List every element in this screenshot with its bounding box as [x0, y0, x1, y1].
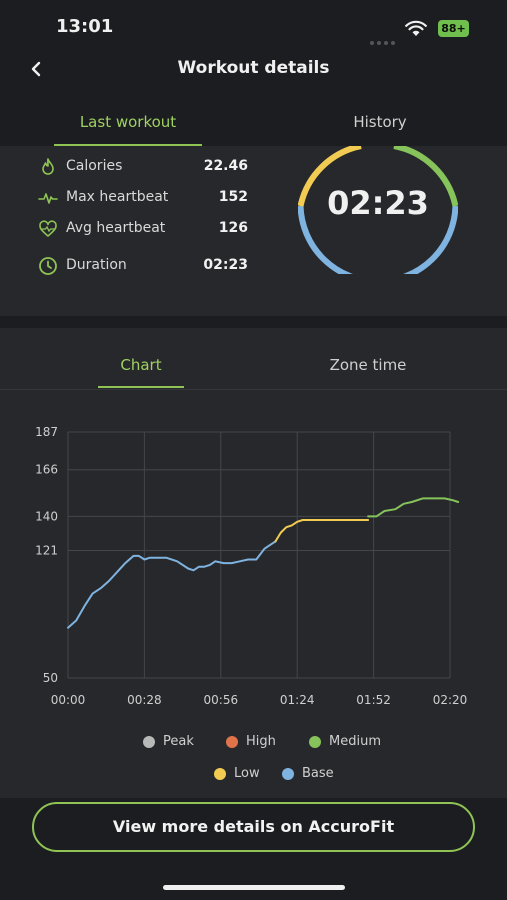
stat-value: 152 [218, 189, 248, 205]
legend-label: High [246, 734, 276, 749]
y-tick-label: 50 [43, 671, 58, 685]
stat-value: 126 [218, 220, 248, 236]
home-indicator[interactable] [163, 885, 345, 890]
chart-section: Chart Zone time 187 166 140 121 50 00:00 00:28… [0, 328, 507, 798]
back-button[interactable] [22, 54, 52, 84]
wifi-icon [405, 20, 427, 36]
y-tick-label: 166 [35, 463, 58, 477]
clock-icon [39, 257, 57, 275]
tab-zone-time[interactable]: Zone time [310, 342, 426, 388]
legend-dot [282, 768, 294, 780]
x-tick-label: 00:00 [51, 693, 86, 707]
series-line-medium [367, 497, 460, 518]
tab-label: Last workout [79, 113, 177, 131]
series-line-low [274, 519, 370, 543]
tab-label: History [353, 113, 407, 131]
tab-active-indicator [98, 386, 184, 388]
header: Workout details [0, 50, 507, 90]
stat-label: Avg heartbeat [66, 220, 166, 236]
page-title: Workout details [177, 58, 330, 78]
legend-label: Low [234, 766, 260, 781]
legend-label: Medium [329, 734, 381, 749]
heart-rate-chart: 187 166 140 121 50 00:00 00:28 00:56 01:24 01:52 0… [35, 425, 468, 707]
stat-calories: Calories 22.46 [38, 155, 248, 179]
legend-label: Base [302, 766, 334, 781]
chart-tabs: Chart Zone time [0, 342, 507, 390]
x-tick-label: 01:24 [280, 693, 315, 707]
stat-label: Calories [66, 158, 123, 174]
ring-duration: 02:23 [327, 184, 429, 222]
heart-pulse-icon [39, 220, 57, 237]
tab-last-workout[interactable]: Last workout [54, 100, 202, 146]
tab-history[interactable]: History [306, 100, 454, 146]
stat-label: Duration [66, 257, 127, 273]
flame-icon [42, 158, 54, 175]
zone-ring [298, 146, 458, 274]
status-bar: 13:01 88+ [0, 0, 507, 50]
legend-dot [226, 736, 238, 748]
x-tick-label: 02:20 [433, 693, 468, 707]
stat-avg-heartbeat: Avg heartbeat 126 [38, 217, 248, 241]
status-time: 13:01 [56, 16, 114, 37]
x-tick-label: 00:28 [127, 693, 162, 707]
stat-label: Max heartbeat [66, 189, 169, 205]
y-tick-label: 121 [35, 544, 58, 558]
view-more-details-button[interactable]: View more details on AccuroFit [32, 802, 475, 852]
tab-label: Chart [120, 356, 162, 374]
legend-dot [309, 736, 321, 748]
workout-summary: Calories 22.46 Max heartbeat 152 Avg hea… [0, 146, 507, 316]
stat-duration: Duration 02:23 [38, 254, 248, 278]
tab-chart[interactable]: Chart [98, 342, 184, 388]
stat-value: 22.46 [203, 158, 248, 174]
x-tick-label: 01:52 [356, 693, 391, 707]
tab-label: Zone time [329, 356, 407, 374]
signal-icon [370, 30, 400, 45]
section-divider [0, 316, 507, 328]
y-tick-label: 187 [35, 425, 58, 439]
chevron-left-icon [31, 61, 41, 77]
heartbeat-icon [38, 193, 58, 204]
stat-value: 02:23 [203, 257, 248, 273]
legend-dot [143, 736, 155, 748]
battery-indicator: 88+ [438, 20, 469, 37]
tab-active-indicator [54, 144, 202, 146]
legend-label: Peak [163, 734, 194, 749]
series-line-base [67, 540, 277, 629]
x-tick-label: 00:56 [204, 693, 239, 707]
tab-divider [0, 389, 507, 390]
stat-max-heartbeat: Max heartbeat 152 [38, 186, 248, 210]
legend-dot [214, 768, 226, 780]
y-tick-label: 140 [35, 509, 58, 523]
main-tabs: Last workout History [0, 100, 507, 146]
